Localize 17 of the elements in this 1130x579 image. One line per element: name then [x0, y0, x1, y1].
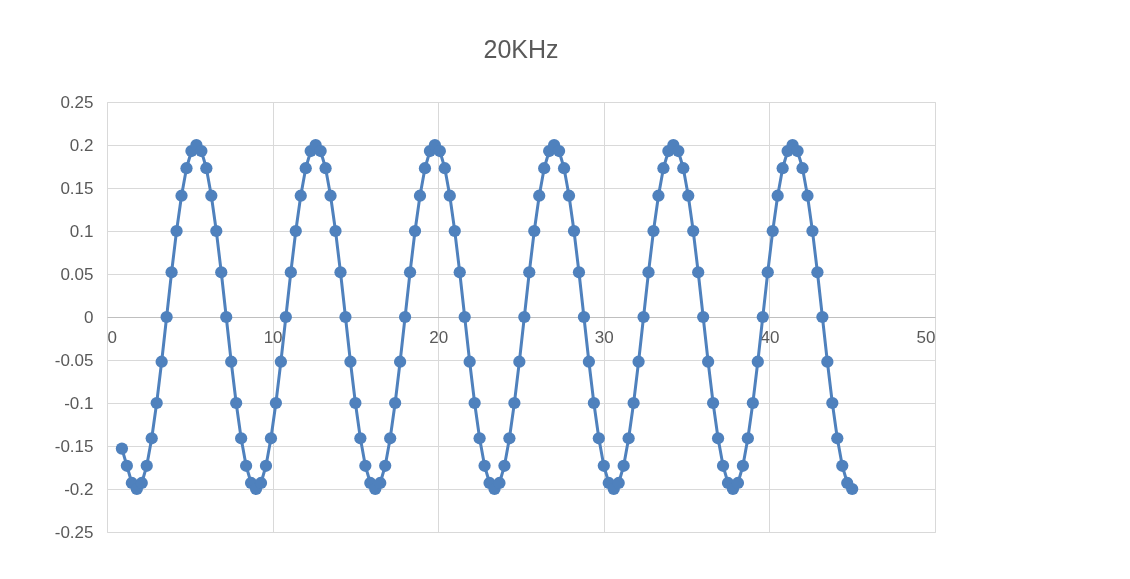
y-tick-label: 0.25: [60, 92, 94, 112]
y-tick-label: 0.2: [69, 135, 94, 155]
y-tick-label: -0.1: [64, 393, 94, 413]
x-tick-label: 0: [107, 327, 117, 347]
y-tick-label: 0.05: [60, 264, 94, 284]
y-tick-label: 0.1: [69, 221, 94, 241]
x-tick-label: 20: [429, 327, 449, 347]
y-tick-label: -0.2: [64, 479, 94, 499]
y-tick-label: -0.15: [54, 436, 94, 456]
x-tick-label: 30: [594, 327, 614, 347]
y-tick-label: -0.25: [54, 522, 94, 542]
chart-title: 20KHz: [483, 35, 559, 63]
y-tick-label: 0: [84, 307, 94, 327]
y-tick-label: 0.15: [60, 178, 94, 198]
x-tick-label: 10: [263, 327, 283, 347]
x-tick-label: 50: [916, 327, 936, 347]
y-tick-label: -0.05: [54, 350, 94, 370]
